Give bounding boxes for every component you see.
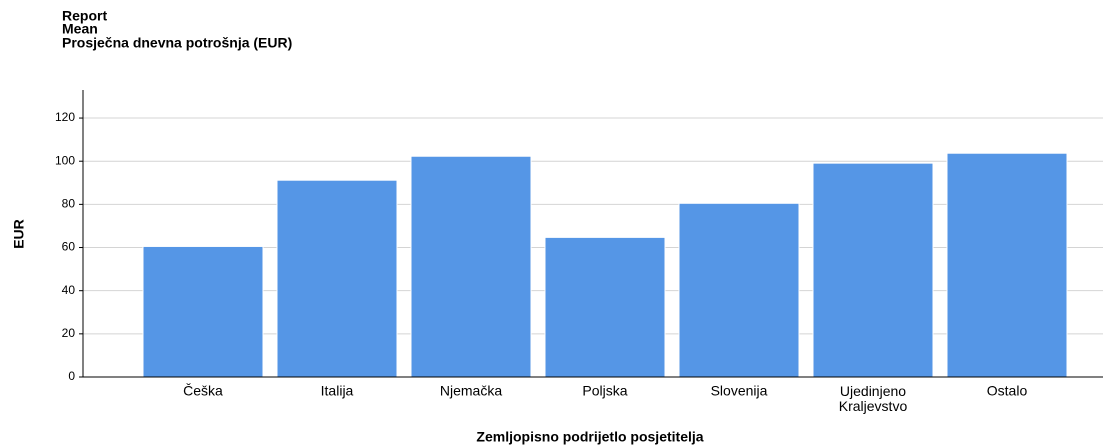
chart-title: Mean (62, 21, 98, 37)
x-tick-label: Italija (321, 383, 354, 399)
bar (276, 179, 398, 378)
y-tick-label: 20 (62, 326, 76, 340)
bar (678, 202, 800, 378)
chart-title: Report (62, 8, 107, 24)
x-tick-label: Ostalo (987, 383, 1028, 399)
y-tick-label: 80 (62, 197, 76, 211)
x-axis-label: Zemljopisno podrijetlo posjetitelja (476, 429, 703, 445)
y-tick-label: 100 (55, 153, 75, 167)
bar (142, 245, 264, 378)
bar (544, 236, 666, 378)
bar (812, 162, 934, 378)
bar (410, 155, 532, 378)
x-tick-label: Njemačka (440, 383, 502, 399)
y-tick-label: 60 (62, 240, 76, 254)
x-tick-label: Poljska (582, 383, 627, 399)
y-tick-label: 40 (62, 283, 76, 297)
y-tick-label: 120 (55, 110, 75, 124)
bar (946, 152, 1068, 378)
x-tick-label: Češka (183, 383, 223, 399)
x-tick-label: Ujedinjeno Kraljevstvo (839, 383, 908, 414)
x-tick-label: Slovenija (711, 383, 768, 399)
y-tick-label: 0 (68, 369, 75, 383)
chart-title: Prosječna dnevna potrošnja (EUR) (62, 35, 292, 51)
y-axis-label: EUR (11, 219, 27, 249)
